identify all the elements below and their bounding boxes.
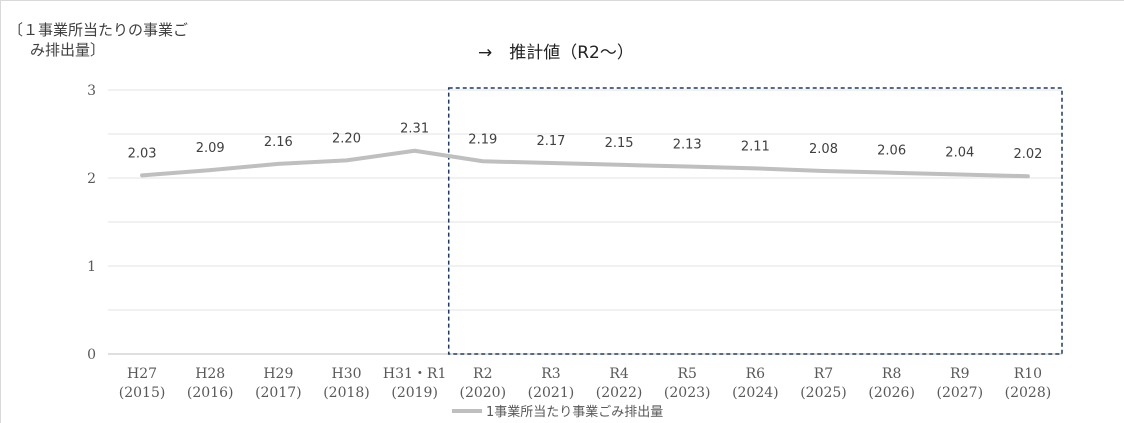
x-axis-ticks: H27 (2015) H28 (2016) H29 (2017) H30 (2018) H31・… [119,366,1051,401]
data-label: 2.11 [741,139,770,154]
series-line [140,148,1030,179]
x-tick-label-era: H29 [263,366,293,382]
x-tick-label-year: (2016) [187,385,234,401]
y-tick-label: 0 [87,347,96,363]
x-tick-label-year: (2022) [596,385,643,401]
x-tick-label: R8 (2026) [868,366,915,401]
data-label: 2.15 [605,136,634,151]
x-tick-label-era: R5 [677,366,696,382]
x-tick-label: R5 (2023) [664,366,711,401]
x-tick-label: H30 (2018) [323,366,370,401]
x-tick-label: R7 (2025) [800,366,847,401]
data-label: 2.02 [1013,147,1042,162]
data-label: 2.04 [945,145,974,160]
y-axis-unit-label-line2: み排出量〕 [30,41,106,59]
y-tick-label: 1 [87,259,96,275]
x-tick-label-era: R4 [609,366,629,382]
x-tick-label-era: R9 [950,366,969,382]
y-axis-ticks: 0 1 2 3 [87,83,96,363]
x-tick-label: R3 (2021) [528,366,575,401]
legend-label: 1事業所当たり事業ごみ排出量 [486,404,663,420]
x-tick-label-year: (2015) [119,385,166,401]
x-tick-label: R10 (2028) [1005,366,1052,401]
x-tick-label-year: (2027) [937,385,984,401]
data-label: 2.16 [264,135,293,150]
projection-box [447,87,1063,355]
y-axis-unit-label: 〔１事業所当たりの事業ご み排出量〕 [8,20,258,60]
data-label: 2.08 [809,142,838,157]
data-label: 2.17 [536,134,565,149]
x-tick-label-era: R8 [882,366,901,382]
x-tick-label-era: H28 [195,366,225,382]
data-label: 2.06 [877,144,906,159]
legend: 1事業所当たり事業ごみ排出量 [452,404,663,420]
y-tick-label: 3 [87,83,96,99]
x-tick-label-year: (2017) [255,385,302,401]
x-tick-label-year: (2028) [1005,385,1052,401]
data-label: 2.09 [196,141,225,156]
x-tick-label: R6 (2024) [732,366,779,401]
x-tick-label-era: H31・R1 [383,366,446,382]
x-tick-label: R2 (2020) [460,366,507,401]
x-tick-label-era: H27 [127,366,157,382]
x-tick-label-year: (2026) [868,385,915,401]
x-tick-label-era: R6 [746,366,766,382]
x-tick-label-year: (2019) [391,385,438,401]
x-tick-label-era: R7 [814,366,833,382]
x-tick-label: H28 (2016) [187,366,234,401]
gridlines [108,89,1062,355]
data-label: 2.03 [128,146,157,161]
x-tick-label: R9 (2027) [937,366,984,401]
x-tick-label: H27 (2015) [119,366,166,401]
x-tick-label-year: (2023) [664,385,711,401]
x-tick-label-era: H30 [331,366,361,382]
x-tick-label-year: (2025) [800,385,847,401]
y-axis-unit-label-line1: 〔１事業所当たりの事業ご [8,21,189,39]
data-label: 2.13 [673,138,702,153]
x-tick-label-era: R3 [541,366,560,382]
x-tick-label-year: (2020) [460,385,507,401]
x-tick-label-year: (2018) [323,385,370,401]
x-tick-label-year: (2024) [732,385,779,401]
series-group: 2.03 2.09 2.16 2.20 2.31 2.19 2.17 2.15 2.13 2.11… [128,122,1042,179]
data-label: 2.19 [468,132,497,147]
projection-label: → 推計値（R2～） [478,43,634,63]
x-tick-label-year: (2021) [528,385,575,401]
x-tick-label-era: R2 [473,366,492,382]
x-tick-label: R4 (2022) [596,366,643,401]
y-tick-label: 2 [87,171,96,187]
data-label: 2.31 [400,122,429,137]
data-label: 2.20 [332,131,361,146]
x-tick-label: H29 (2017) [255,366,302,401]
x-tick-label-era: R10 [1014,366,1042,382]
x-tick-label: H31・R1 (2019) [383,366,446,401]
